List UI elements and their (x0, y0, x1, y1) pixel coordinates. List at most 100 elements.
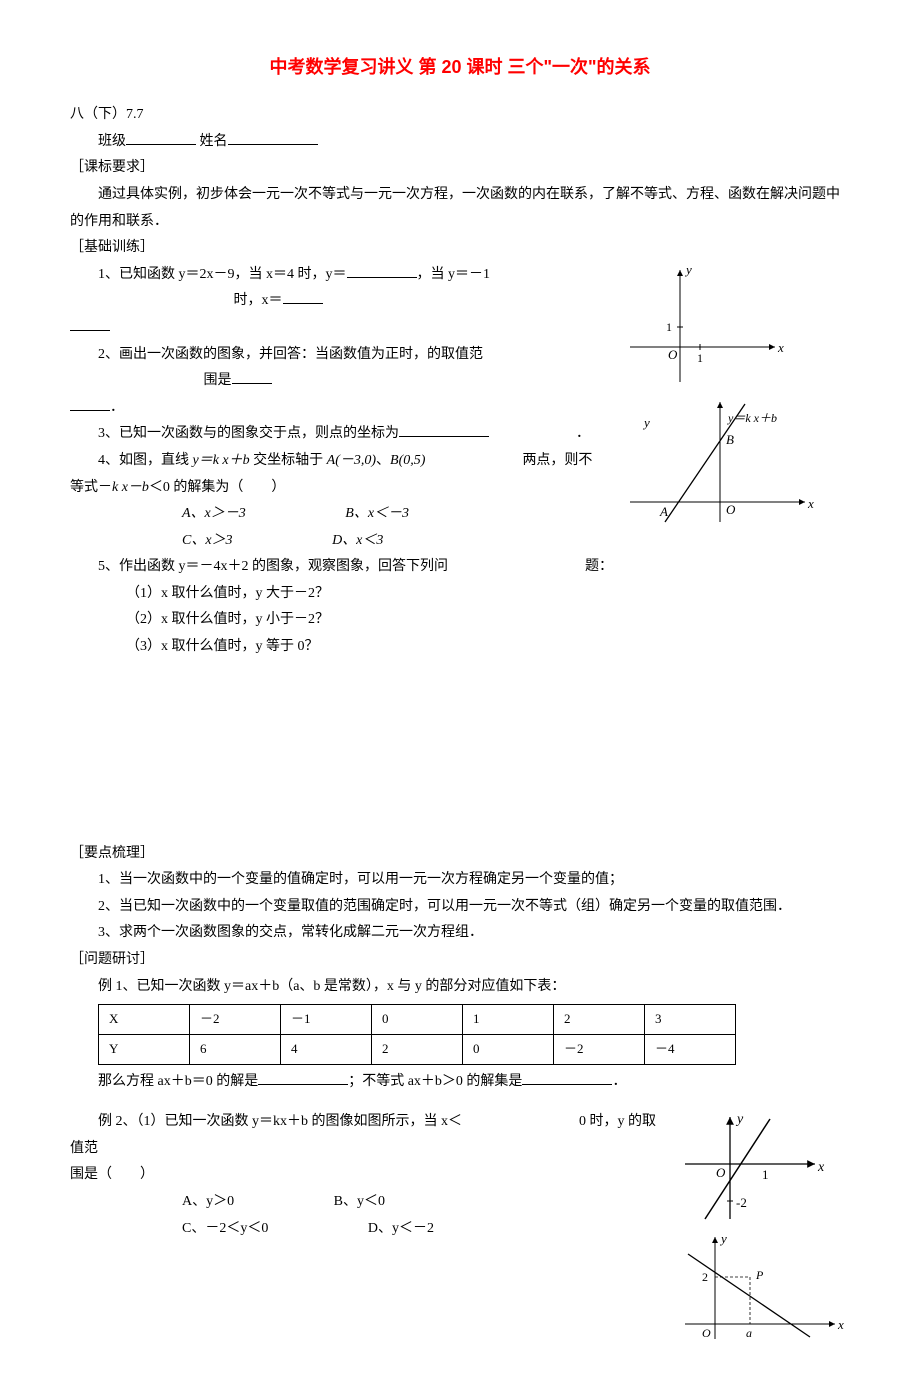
data-table: X －2 －1 0 1 2 3 Y 6 4 2 0 －2 －4 (98, 1004, 736, 1064)
q4-b: 交坐标轴于 (250, 453, 327, 468)
fig4-a: a (746, 1326, 752, 1340)
ex1-b3: ． (612, 1074, 626, 1089)
q1-b: ，当 y＝－1 (417, 267, 491, 282)
page-title: 中考数学复习讲义 第 20 课时 三个"一次"的关系 (70, 50, 850, 84)
ex2-opt-D: D、y＜－2 (312, 1216, 434, 1243)
fig1-onex: 1 (697, 351, 703, 365)
figure-4: x y O 2 P a (670, 1229, 850, 1349)
ex1-b1: 那么方程 ax＋b＝0 的解是 (98, 1074, 258, 1089)
figure-1: x y O 1 1 (610, 262, 790, 392)
q4-l2eqn: k x－b (112, 480, 149, 495)
fig3-m2: -2 (736, 1195, 747, 1210)
q1-a: 1、已知函数 y＝2x－9，当 x＝4 时，y＝ (98, 267, 347, 282)
class-blank (126, 130, 196, 145)
subhead: 八（下）7.7 (70, 102, 850, 129)
fig2-y-left: y (642, 415, 650, 430)
q2-b: 围是 (204, 373, 232, 388)
blank-space (70, 661, 850, 841)
fig1-oney: 1 (666, 320, 672, 334)
q4-l2b: ＜0 的解集为（ ） (149, 480, 286, 495)
fig4-P: P (755, 1268, 764, 1282)
table-row: X －2 －1 0 1 2 3 (99, 1005, 736, 1035)
table-cell: 0 (463, 1034, 554, 1064)
table-cell: 3 (645, 1005, 736, 1035)
fig2-A: A (659, 504, 668, 519)
ex2-opt-B: B、y＜0 (278, 1189, 385, 1216)
q2-blank (232, 369, 272, 384)
ex1-a: 例 1、已知一次函数 y＝ax＋b（a、b 是常数），x 与 y 的部分对应值如… (70, 974, 850, 1001)
fig2-O: O (726, 502, 736, 517)
q3-b: ． (576, 426, 590, 441)
fig4-y: y (719, 1231, 727, 1246)
figure-2: x y O A B y＝k x＋b (610, 392, 850, 532)
table-cell: 6 (190, 1034, 281, 1064)
table-cell: 4 (281, 1034, 372, 1064)
ex2-opt-C: C、－2＜y＜0 (126, 1216, 268, 1243)
q4-opt-B: B、x＜－3 (289, 501, 409, 528)
table-cell: 2 (372, 1034, 463, 1064)
ex1-blank1 (258, 1070, 348, 1085)
table-cell: 1 (463, 1005, 554, 1035)
fig1-x: x (777, 340, 784, 355)
q4-l2a: 等式－ (70, 480, 112, 495)
q3-a: 3、已知一次函数与的图象交于点，则点的坐标为 (98, 426, 399, 441)
figure-block-bottom: x y O 1 -2 x y O 2 P a (670, 1109, 850, 1349)
table-cell: －2 (554, 1034, 645, 1064)
kp3: 3、求两个一次函数图象的交点，常转化成解二元一次方程组． (70, 920, 850, 947)
kp1: 1、当一次函数中的一个变量的值确定时，可以用一元一次方程确定另一个变量的值； (70, 867, 850, 894)
ex2-a: 例 2、（1）已知一次函数 y＝kx＋b 的图像如图所示，当 x＜ (98, 1114, 462, 1129)
fig1-O: O (668, 347, 678, 362)
q2-end: ． (110, 400, 124, 415)
fig4-two: 2 (702, 1270, 708, 1284)
q4-d: 两点，则不 (522, 453, 592, 468)
table-cell: 0 (372, 1005, 463, 1035)
discuss-heading: ［问题研讨］ (70, 947, 850, 974)
q1-blank2 (283, 289, 323, 304)
fig1-y: y (684, 262, 692, 277)
q4-a: 4、如图，直线 (98, 453, 193, 468)
q5-a: 5、作出函数 y＝－4x＋2 的图象，观察图象，回答下列问 (98, 559, 448, 574)
ex2-opt-A: A、y＞0 (126, 1189, 234, 1216)
q4-B: B(0,5) (390, 453, 425, 468)
table-row: Y 6 4 2 0 －2 －4 (99, 1034, 736, 1064)
figure-3: x y O 1 -2 (670, 1109, 830, 1229)
table-cell: X (99, 1005, 190, 1035)
q1-blank3 (70, 316, 110, 331)
table-cell: Y (99, 1034, 190, 1064)
fig4-x: x (837, 1317, 844, 1332)
fig3-y: y (735, 1112, 744, 1127)
table-cell: 2 (554, 1005, 645, 1035)
q5-3: （3）x 取什么值时，y 等于 0？ (70, 634, 850, 661)
q3-blank (399, 422, 489, 437)
name-label: 姓名 (200, 134, 228, 149)
class-label: 班级 (98, 134, 126, 149)
fig4-O: O (702, 1326, 711, 1340)
ex1-blank2 (522, 1070, 612, 1085)
fig2-B: B (726, 432, 734, 447)
q4-opt-A: A、x＞－3 (126, 501, 246, 528)
q5-2: （2）x 取什么值时，y 小于－2？ (70, 607, 850, 634)
fig3-one: 1 (762, 1167, 769, 1182)
q4-opt-C: C、x＞3 (126, 528, 233, 555)
kp2-a: 2、当已知一次函数中的一个变量取值的范围确定时，可以用一元一次不等式（组）确定另… (70, 894, 850, 921)
req-heading: ［课标要求］ (70, 155, 850, 182)
figure-block-top: x y O 1 1 x y O A B y＝k x＋b (610, 262, 850, 532)
q4-c: 、 (376, 453, 390, 468)
basic-heading: ［基础训练］ (70, 235, 850, 262)
req-text: 通过具体实例，初步体会一元一次不等式与一元一次方程，一次函数的内在联系，了解不等… (70, 182, 850, 235)
form-line: 班级 姓名 (70, 129, 850, 156)
ex1-b2: ；不等式 ax＋b＞0 的解集是 (348, 1074, 522, 1089)
q2-a: 2、画出一次函数的图象，并回答：当函数值为正时，的取值范 (98, 347, 483, 362)
q1-c: 时，x＝ (234, 293, 283, 308)
fig3-x: x (817, 1160, 825, 1175)
q1-blank1 (347, 263, 417, 278)
table-cell: －4 (645, 1034, 736, 1064)
q5-b: 题： (585, 559, 613, 574)
fig2-eqn: y＝k x＋b (727, 411, 777, 425)
fig2-x: x (807, 496, 814, 511)
ex1-b: 那么方程 ax＋b＝0 的解是 ；不等式 ax＋b＞0 的解集是 ． (70, 1069, 850, 1096)
q5: 5、作出函数 y＝－4x＋2 的图象，观察图象，回答下列问 题： (70, 554, 850, 581)
fig3-O: O (716, 1165, 726, 1180)
name-blank (228, 130, 318, 145)
q5-1: （1）x 取什么值时，y 大于－2？ (70, 581, 850, 608)
